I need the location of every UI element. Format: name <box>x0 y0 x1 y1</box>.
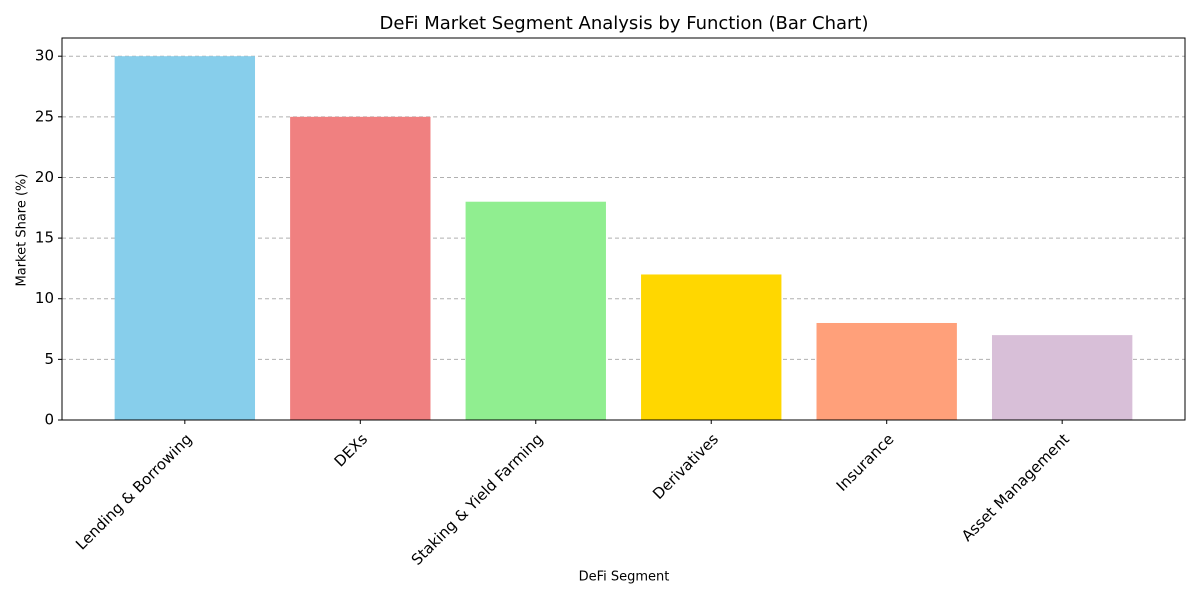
chart-title: DeFi Market Segment Analysis by Function… <box>380 13 869 34</box>
x-tick-label: Derivatives <box>649 430 722 503</box>
x-tick-label: Asset Management <box>958 430 1073 545</box>
x-tick-label: Insurance <box>833 430 898 495</box>
x-axis-label: DeFi Segment <box>579 570 670 585</box>
y-tick-label: 20 <box>35 168 54 186</box>
bar <box>465 201 606 420</box>
y-axis-label: Market Share (%) <box>15 174 30 287</box>
y-tick-label: 5 <box>44 350 54 368</box>
bar <box>290 116 431 421</box>
bar <box>114 56 256 420</box>
x-tick-label: Staking & Yield Farming <box>408 430 547 569</box>
x-tick-label: Lending & Borrowing <box>72 430 195 553</box>
y-tick-label: 25 <box>35 107 54 125</box>
bar <box>641 274 782 420</box>
y-tick-label: 30 <box>35 47 54 65</box>
bar <box>816 322 957 420</box>
plot-frame <box>61 37 1186 421</box>
bar <box>991 335 1133 420</box>
y-tick-label: 10 <box>35 289 54 307</box>
y-tick-label: 0 <box>44 411 54 429</box>
y-tick-label: 15 <box>35 229 54 247</box>
x-tick-label: DEXs <box>331 430 372 471</box>
